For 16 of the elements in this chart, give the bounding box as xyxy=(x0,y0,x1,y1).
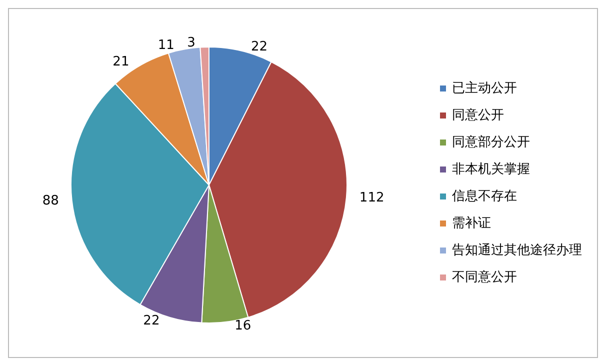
legend-label: 非本机关掌握 xyxy=(452,162,530,177)
legend-label: 已主动公开 xyxy=(452,80,517,96)
data-label: 22 xyxy=(250,39,268,54)
data-label: 21 xyxy=(112,54,130,70)
data-label: 3 xyxy=(187,36,196,51)
data-label: 22 xyxy=(143,314,160,329)
legend-label: 不同意公开 xyxy=(452,270,517,285)
legend-label: 告知通过其他途径办理 xyxy=(452,243,582,258)
data-label: 88 xyxy=(42,193,59,208)
data-label: 112 xyxy=(359,190,384,206)
legend-label: 同意部分公开 xyxy=(452,135,530,150)
data-label: 16 xyxy=(234,318,252,334)
data-label: 11 xyxy=(158,38,174,53)
legend-label: 信息不存在 xyxy=(452,189,517,204)
legend-label: 同意公开 xyxy=(452,108,504,123)
legend-label: 需补证 xyxy=(452,216,491,231)
